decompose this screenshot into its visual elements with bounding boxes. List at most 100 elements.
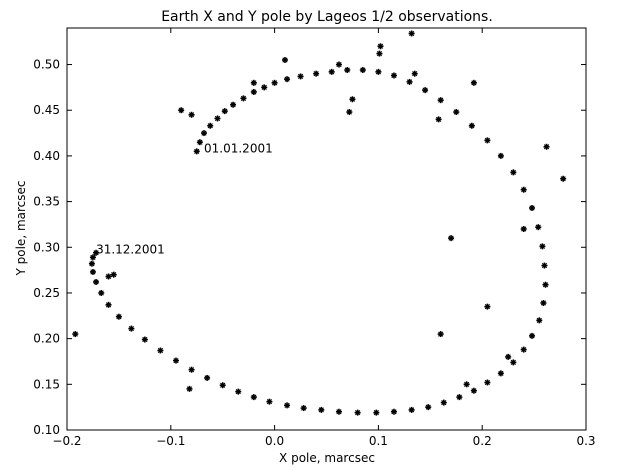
data-point — [543, 143, 550, 150]
data-point — [297, 73, 304, 80]
data-point — [72, 331, 79, 338]
data-point — [266, 398, 273, 405]
data-point — [284, 76, 291, 83]
data-point — [235, 388, 242, 395]
x-tick-label: 0.1 — [369, 434, 388, 448]
data-point — [453, 109, 460, 116]
chart-title: Earth X and Y pole by Lageos 1/2 observa… — [161, 9, 493, 25]
data-point — [335, 61, 342, 68]
data-point — [539, 243, 546, 250]
data-point — [328, 68, 335, 75]
y-axis-label: Y pole, marcsec — [14, 181, 28, 277]
data-point — [437, 331, 444, 338]
data-point — [377, 43, 384, 50]
data-point — [93, 278, 100, 285]
y-tick-label: 0.25 — [33, 286, 60, 300]
data-point — [186, 385, 193, 392]
data-point — [540, 300, 547, 307]
data-point — [440, 399, 447, 406]
data-point — [560, 175, 567, 182]
data-point — [313, 70, 320, 77]
data-point — [250, 79, 257, 86]
data-point — [271, 79, 278, 86]
data-point — [484, 379, 491, 386]
data-point — [178, 107, 185, 114]
data-point — [536, 317, 543, 324]
data-point — [497, 370, 504, 377]
data-point — [128, 325, 135, 332]
data-point — [188, 366, 195, 373]
data-point — [406, 78, 413, 85]
data-point — [98, 289, 105, 296]
data-point — [110, 271, 117, 278]
y-tick-label: 0.20 — [33, 332, 60, 346]
data-point — [470, 79, 477, 86]
x-tick-label: −0.2 — [52, 434, 81, 448]
data-point — [359, 67, 366, 74]
data-point — [390, 408, 397, 415]
data-point — [157, 347, 164, 354]
data-point — [425, 404, 432, 411]
ticks-layer: −0.2 −0.1 0.0 0.1 0.2 0.3 0.10 0.15 0.20 0.25 0.30… — [33, 28, 596, 448]
data-point — [172, 357, 179, 364]
data-point — [468, 122, 475, 129]
data-point — [89, 268, 96, 275]
data-point — [542, 281, 549, 288]
data-point — [201, 130, 208, 137]
x-axis-label: X pole, marcsec — [279, 451, 375, 465]
data-point — [470, 387, 477, 394]
x-tick-label: 0.0 — [265, 434, 284, 448]
data-point — [541, 262, 548, 269]
data-point — [196, 139, 203, 146]
data-point — [250, 88, 257, 95]
data-point — [89, 254, 96, 261]
y-tick-label: 0.50 — [33, 58, 60, 72]
data-point — [346, 109, 353, 116]
data-point — [408, 406, 415, 413]
data-point — [535, 224, 542, 231]
data-point — [497, 152, 504, 159]
data-point — [219, 382, 226, 389]
data-point — [376, 50, 383, 57]
data-point — [204, 374, 211, 381]
data-point — [207, 122, 214, 129]
data-point — [193, 148, 200, 155]
x-tick-label: 0.3 — [576, 434, 595, 448]
annot-layer: 01.01.2001 31.12.2001 — [96, 141, 273, 256]
data-point — [93, 249, 100, 256]
data-point — [520, 226, 527, 232]
data-point — [188, 111, 195, 118]
data-point — [354, 409, 361, 416]
data-point — [240, 95, 247, 102]
data-point — [250, 394, 257, 401]
y-tick-label: 0.45 — [33, 103, 60, 117]
annotation-label: 01.01.2001 — [204, 141, 273, 155]
data-point — [214, 115, 221, 122]
x-tick-label: 0.2 — [473, 434, 492, 448]
data-point — [335, 408, 342, 415]
data-point — [411, 70, 418, 77]
data-point — [510, 169, 517, 176]
data-point — [88, 260, 95, 267]
data-point — [281, 56, 288, 63]
plot-frame — [66, 27, 587, 431]
data-point — [349, 96, 356, 103]
data-point — [230, 101, 237, 108]
data-point — [520, 186, 527, 193]
data-point — [375, 68, 382, 75]
data-point — [448, 235, 455, 242]
data-point — [463, 381, 470, 388]
data-point — [408, 30, 415, 37]
data-point — [105, 273, 112, 280]
data-point — [505, 353, 512, 360]
y-tick-label: 0.35 — [33, 195, 60, 209]
data-point — [373, 409, 380, 416]
data-point — [300, 405, 307, 412]
points-layer — [72, 30, 567, 416]
data-point — [435, 116, 442, 123]
data-point — [318, 406, 325, 413]
data-point — [529, 204, 536, 211]
annotation-label: 31.12.2001 — [96, 243, 165, 257]
data-point — [510, 359, 517, 366]
